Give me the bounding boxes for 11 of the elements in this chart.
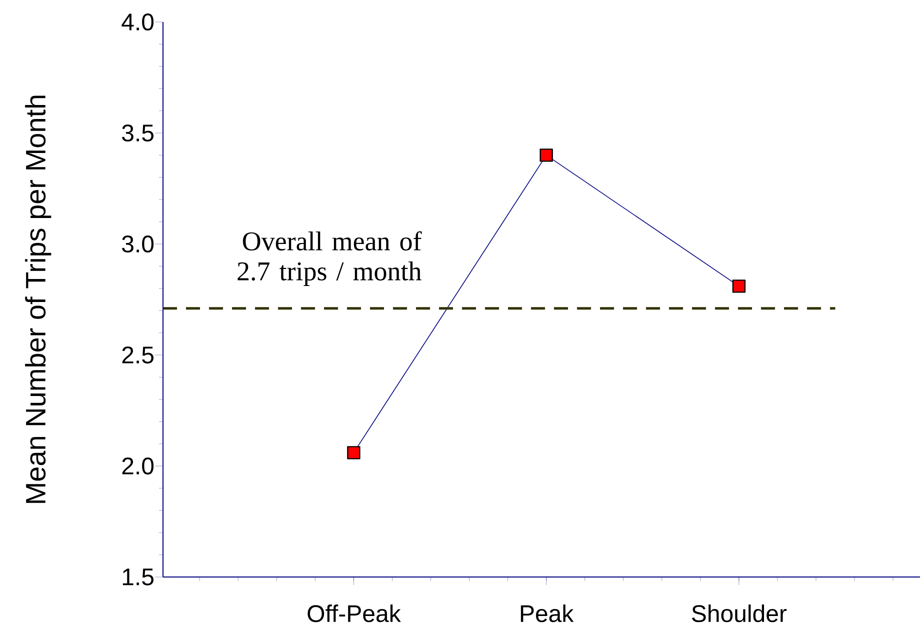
y-tick-label: 4.0 xyxy=(122,13,154,30)
y-tick-label: 3.5 xyxy=(122,124,154,142)
y-tick-label: 3.0 xyxy=(122,235,154,252)
y-tick-label: 2.0 xyxy=(122,457,154,474)
y-tick-label: 1.5 xyxy=(122,568,154,586)
y-tick-label: 2.5 xyxy=(122,346,154,364)
x-tick-label: Off-Peak xyxy=(308,604,401,622)
y-axis-title: Mean Number of Trips per Month xyxy=(25,96,52,503)
ref-line-label: Overall mean of 2.7 trips / month xyxy=(238,231,422,286)
x-tick-label: Peak xyxy=(520,604,574,622)
x-tick-label: Shoulder xyxy=(692,604,787,622)
